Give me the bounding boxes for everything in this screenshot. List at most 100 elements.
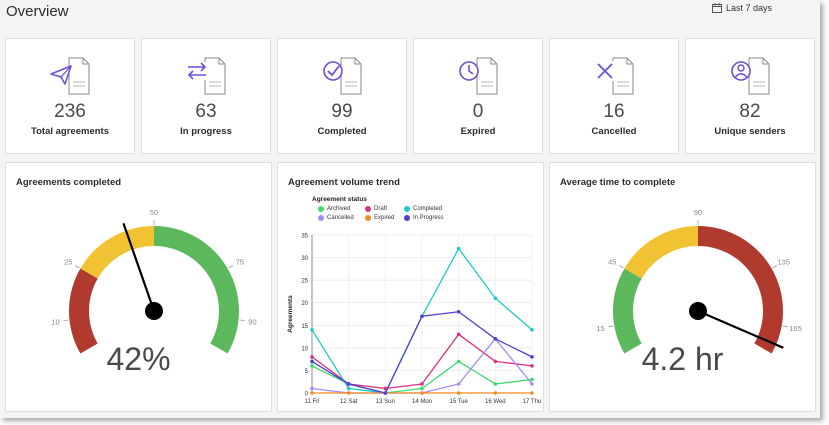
y-tick-label: 25: [301, 279, 308, 285]
completed-gauge-tick-label: 25: [64, 258, 72, 267]
legend-item-expired[interactable]: Expired: [365, 215, 394, 221]
panel-title: Agreements completed: [16, 177, 122, 188]
agreement-volume-trend-panel: Agreement volume trend Agreement status …: [277, 162, 544, 412]
kpi-card-total-agreements[interactable]: 236 Total agreements: [5, 38, 135, 154]
y-axis-title: Agreements: [287, 295, 294, 333]
kpi-value: 82: [739, 101, 761, 122]
data-point-in-progress[interactable]: [420, 314, 424, 319]
kpi-value: 63: [195, 101, 217, 122]
data-point-draft[interactable]: [456, 332, 461, 337]
time-gauge-needle: [696, 309, 784, 349]
check-circle-icon: [323, 57, 362, 95]
legend-swatch: [318, 206, 324, 212]
legend-label: Draft: [374, 206, 388, 212]
data-point-in-progress[interactable]: [383, 391, 388, 395]
page-title: Overview: [6, 3, 69, 20]
time-gauge-tick-mark: [618, 265, 624, 269]
time-gauge-band-0: [613, 268, 642, 354]
legend-label: In Progress: [413, 215, 444, 221]
data-point-cancelled[interactable]: [310, 386, 314, 391]
data-point-archived[interactable]: [493, 382, 498, 386]
legend-label: Expired: [374, 215, 395, 221]
data-point-completed[interactable]: [456, 246, 461, 251]
data-point-completed[interactable]: [310, 328, 314, 332]
y-tick-label: 5: [305, 369, 309, 375]
completed-gauge-band-1: [80, 226, 154, 279]
legend-item-in-progress[interactable]: In Progress: [404, 215, 444, 221]
time-gauge-band-1: [624, 226, 698, 279]
x-tick-label: 16 Wed: [485, 399, 506, 405]
legend-label: Archived: [327, 206, 351, 212]
data-point-archived[interactable]: [310, 364, 314, 368]
data-point-expired[interactable]: [420, 391, 424, 395]
data-point-draft[interactable]: [530, 364, 534, 368]
legend-swatch: [318, 215, 324, 221]
panel-title: Average time to complete: [560, 177, 676, 188]
data-point-completed[interactable]: [530, 328, 534, 332]
legend-title: Agreement status: [312, 196, 367, 203]
completed-gauge-band-2: [154, 226, 239, 354]
x-tick-label: 12 Sat: [340, 399, 358, 405]
kpi-label: In progress: [180, 126, 232, 137]
kpi-card-cancelled[interactable]: 16 Cancelled: [549, 38, 679, 154]
time-gauge-band-2: [698, 226, 783, 354]
time-gauge-tick-mark: [772, 265, 778, 269]
kpi-card-completed[interactable]: 99 Completed: [277, 38, 407, 154]
data-point-draft[interactable]: [310, 355, 314, 359]
completed-gauge-tick-label: 50: [150, 208, 158, 217]
time-gauge-tick-mark: [608, 325, 614, 328]
data-point-expired[interactable]: [530, 391, 534, 395]
calendar-icon: [711, 3, 722, 13]
data-point-expired[interactable]: [346, 391, 351, 395]
average-time-panel: Average time to complete 15 45 90 135 165 4.…: [549, 162, 816, 412]
data-point-draft[interactable]: [420, 382, 424, 386]
time-gauge: 15 45 90 135 165: [596, 208, 802, 354]
x-tick-label: 15 Tue: [449, 399, 468, 405]
agreements-completed-panel: Agreements completed 10 25 50 75 90 42%: [5, 162, 272, 412]
legend-item-draft[interactable]: Draft: [365, 206, 387, 212]
kpi-label: Total agreements: [31, 126, 109, 137]
data-point-draft[interactable]: [383, 386, 388, 391]
time-gauge-value: 4.2 hr: [641, 341, 724, 377]
data-point-archived[interactable]: [420, 386, 424, 391]
x-tick-label: 14 Mon: [412, 399, 432, 405]
data-point-cancelled[interactable]: [456, 382, 461, 386]
y-tick-label: 10: [301, 346, 308, 352]
legend-item-completed[interactable]: Completed: [404, 206, 442, 212]
legend-swatch: [365, 215, 371, 221]
data-point-in-progress[interactable]: [310, 359, 314, 364]
data-point-expired[interactable]: [310, 391, 314, 395]
legend-item-cancelled[interactable]: Cancelled: [318, 215, 354, 221]
data-point-in-progress[interactable]: [530, 355, 534, 359]
data-point-expired[interactable]: [493, 391, 498, 395]
data-point-archived[interactable]: [456, 359, 461, 364]
kpi-card-expired[interactable]: 0 Expired: [413, 38, 543, 154]
completed-gauge-tick-mark: [74, 265, 80, 269]
data-point-in-progress[interactable]: [456, 309, 461, 314]
completed-gauge-tick-label: 10: [51, 317, 59, 326]
data-point-in-progress[interactable]: [346, 382, 351, 386]
data-point-draft[interactable]: [493, 359, 498, 364]
user-circle-icon: [731, 57, 770, 95]
legend-item-archived[interactable]: Archived: [318, 206, 350, 212]
kpi-value: 16: [603, 101, 625, 122]
kpi-card-in-progress[interactable]: 63 In progress: [141, 38, 271, 154]
data-point-expired[interactable]: [456, 391, 461, 395]
data-point-in-progress[interactable]: [493, 337, 498, 341]
y-tick-label: 30: [301, 256, 308, 262]
y-tick-label: 15: [301, 324, 308, 330]
date-range-filter[interactable]: Last 7 days: [711, 3, 772, 13]
data-point-completed[interactable]: [493, 296, 498, 300]
kpi-label: Expired: [460, 126, 496, 137]
transfer-arrows-icon: [185, 57, 226, 95]
time-gauge-tick-label: 165: [789, 324, 802, 333]
y-tick-label: 0: [305, 392, 309, 398]
completed-gauge: 10 25 50 75 90: [51, 208, 257, 354]
kpi-card-unique-senders[interactable]: 82 Unique senders: [685, 38, 815, 154]
kpi-label: Cancelled: [591, 126, 637, 137]
data-point-cancelled[interactable]: [530, 382, 534, 386]
legend-swatch: [404, 206, 410, 212]
data-point-completed[interactable]: [346, 386, 351, 391]
data-point-archived[interactable]: [530, 377, 534, 382]
kpi-value: 0: [472, 101, 484, 122]
